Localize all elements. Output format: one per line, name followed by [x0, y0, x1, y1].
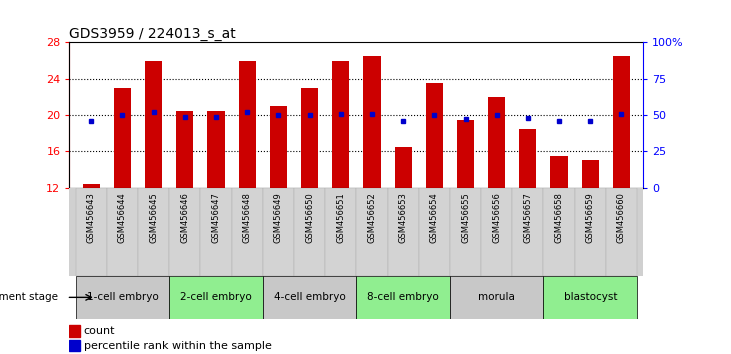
Text: 2-cell embryo: 2-cell embryo [180, 292, 252, 302]
Bar [270, 106, 287, 188]
Bar [69, 340, 80, 352]
Text: morula: morula [478, 292, 515, 302]
Text: development stage: development stage [0, 292, 58, 302]
Text: 1-cell embryo: 1-cell embryo [86, 292, 159, 302]
Text: GSM456650: GSM456650 [305, 192, 314, 243]
Bar [83, 184, 100, 188]
Text: GSM456651: GSM456651 [336, 192, 345, 243]
Text: GSM456654: GSM456654 [430, 192, 439, 243]
Bar [357, 188, 387, 276]
Text: GSM456648: GSM456648 [243, 192, 251, 243]
Bar [457, 120, 474, 188]
Bar [613, 56, 630, 188]
Text: GSM456644: GSM456644 [118, 192, 127, 243]
Bar [208, 110, 224, 188]
Text: GSM456647: GSM456647 [211, 192, 221, 243]
Text: GDS3959 / 224013_s_at: GDS3959 / 224013_s_at [69, 28, 236, 41]
Text: GSM456660: GSM456660 [617, 192, 626, 243]
Text: GSM456652: GSM456652 [368, 192, 376, 243]
Bar [114, 88, 131, 188]
Bar [425, 83, 443, 188]
Bar [170, 188, 200, 276]
Bar [419, 188, 450, 276]
Bar [138, 188, 170, 276]
Bar [238, 61, 256, 188]
Text: 4-cell embryo: 4-cell embryo [273, 292, 346, 302]
Bar [145, 61, 162, 188]
Text: GSM456657: GSM456657 [523, 192, 532, 243]
Bar [550, 156, 568, 188]
Bar [263, 188, 294, 276]
Bar [294, 188, 325, 276]
Bar [357, 276, 450, 319]
Bar [543, 276, 637, 319]
Bar [543, 188, 575, 276]
Bar [332, 61, 349, 188]
Text: 8-cell embryo: 8-cell embryo [367, 292, 439, 302]
Text: GSM456659: GSM456659 [586, 192, 595, 243]
Text: GSM456655: GSM456655 [461, 192, 470, 243]
Text: GSM456653: GSM456653 [398, 192, 408, 243]
Bar [387, 188, 419, 276]
Text: blastocyst: blastocyst [564, 292, 617, 302]
Bar [301, 88, 318, 188]
Bar [69, 325, 80, 337]
Text: percentile rank within the sample: percentile rank within the sample [84, 341, 272, 351]
Bar [450, 276, 543, 319]
Bar [107, 188, 138, 276]
Bar [76, 276, 170, 319]
Text: GSM456658: GSM456658 [555, 192, 564, 243]
Bar [575, 188, 606, 276]
Bar [263, 276, 356, 319]
Bar [519, 129, 537, 188]
Bar [176, 110, 194, 188]
Bar [232, 188, 263, 276]
Bar [170, 276, 263, 319]
Text: count: count [84, 326, 115, 336]
Bar [481, 188, 512, 276]
Bar [395, 147, 412, 188]
Bar [363, 56, 381, 188]
Bar [200, 188, 232, 276]
Text: GSM456656: GSM456656 [492, 192, 501, 243]
Bar [606, 188, 637, 276]
Bar [512, 188, 543, 276]
Text: GSM456643: GSM456643 [87, 192, 96, 243]
Text: GSM456649: GSM456649 [274, 192, 283, 243]
Text: GSM456646: GSM456646 [181, 192, 189, 243]
Text: GSM456645: GSM456645 [149, 192, 158, 243]
Bar [582, 160, 599, 188]
Bar [76, 188, 107, 276]
Bar [488, 97, 505, 188]
Bar [325, 188, 356, 276]
Bar [450, 188, 481, 276]
